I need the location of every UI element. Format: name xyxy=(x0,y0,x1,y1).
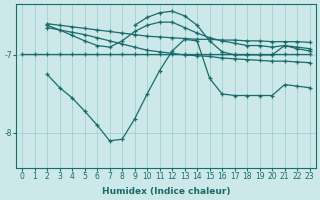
X-axis label: Humidex (Indice chaleur): Humidex (Indice chaleur) xyxy=(102,187,230,196)
